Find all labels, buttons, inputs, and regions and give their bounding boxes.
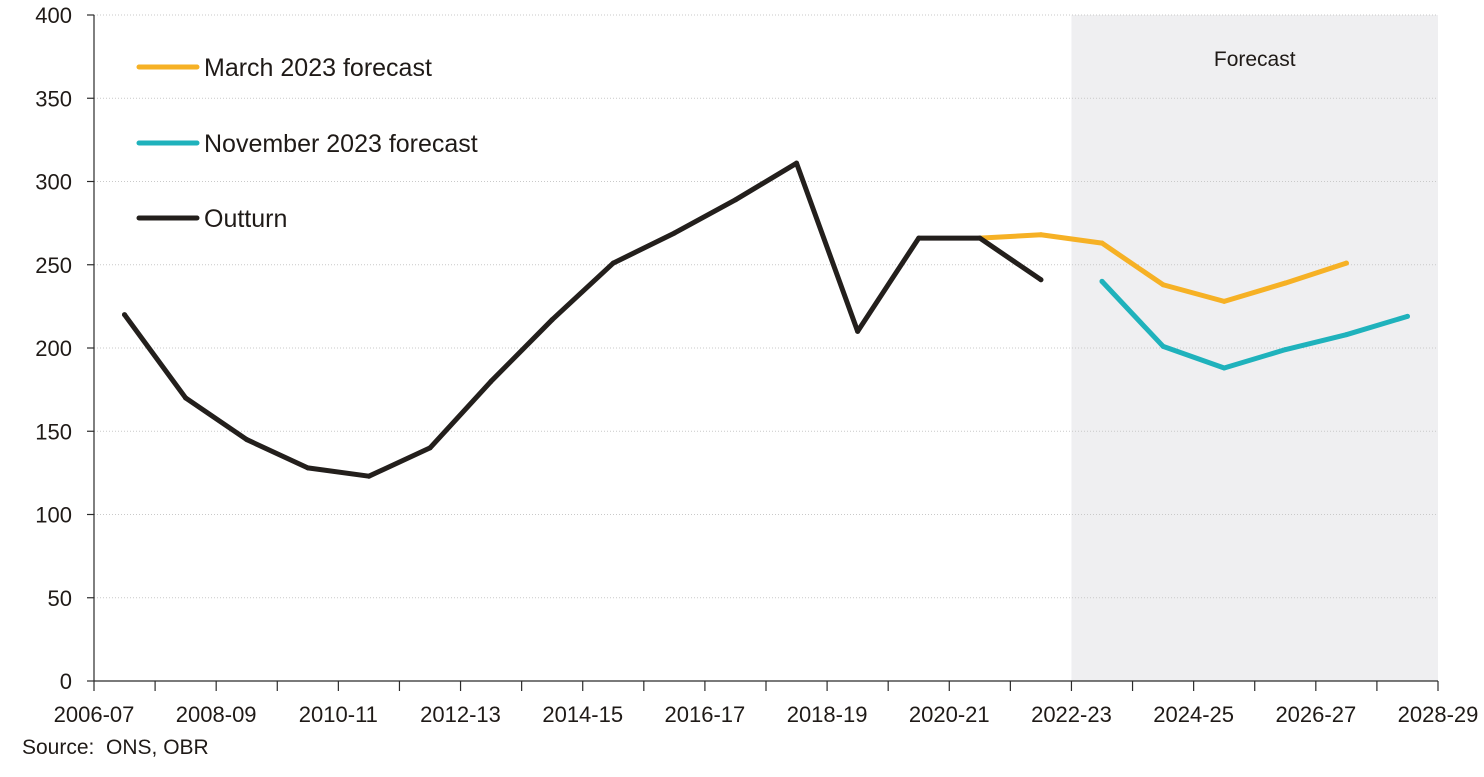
data-point bbox=[305, 465, 311, 471]
source-note: Source: ONS, OBR bbox=[22, 736, 209, 759]
data-point bbox=[855, 328, 861, 334]
data-point bbox=[427, 445, 433, 451]
legend-label: November 2023 forecast bbox=[204, 130, 478, 158]
x-tick-label: 2026-27 bbox=[1275, 702, 1356, 727]
y-tick-label: 0 bbox=[60, 669, 72, 694]
data-point bbox=[366, 473, 372, 479]
data-point bbox=[549, 317, 555, 323]
data-point bbox=[183, 395, 189, 401]
y-tick-label: 300 bbox=[35, 170, 72, 195]
data-point bbox=[977, 235, 983, 241]
y-tick-label: 350 bbox=[35, 86, 72, 111]
x-tick-label: 2014-15 bbox=[542, 702, 623, 727]
x-tick-label: 2012-13 bbox=[420, 702, 501, 727]
y-tick-label: 50 bbox=[48, 586, 72, 611]
y-tick-label: 250 bbox=[35, 253, 72, 278]
data-point bbox=[122, 312, 128, 318]
data-point bbox=[1282, 280, 1288, 286]
y-tick-label: 150 bbox=[35, 419, 72, 444]
data-point bbox=[1038, 277, 1044, 283]
x-tick-label: 2022-23 bbox=[1031, 702, 1112, 727]
data-point bbox=[1160, 343, 1166, 349]
data-point bbox=[1282, 347, 1288, 353]
data-point bbox=[1160, 282, 1166, 288]
data-point bbox=[1038, 232, 1044, 238]
data-point bbox=[732, 197, 738, 203]
x-tick-label: 2018-19 bbox=[787, 702, 868, 727]
x-tick-label: 2024-25 bbox=[1153, 702, 1234, 727]
x-tick-label: 2016-17 bbox=[665, 702, 746, 727]
data-point bbox=[610, 260, 616, 266]
data-point bbox=[794, 160, 800, 166]
series-line-november-2023-forecast bbox=[1099, 278, 1410, 371]
x-tick-label: 2020-21 bbox=[909, 702, 990, 727]
data-point bbox=[1221, 298, 1227, 304]
x-tick-label: 2008-09 bbox=[176, 702, 257, 727]
data-point bbox=[1099, 240, 1105, 246]
data-point bbox=[1099, 278, 1105, 284]
legend-label: Outturn bbox=[204, 205, 287, 233]
x-tick-label: 2006-07 bbox=[54, 702, 135, 727]
series-line-outturn bbox=[122, 160, 1044, 479]
legend-label: March 2023 forecast bbox=[204, 54, 432, 82]
forecast-label: Forecast bbox=[1214, 48, 1296, 71]
data-point bbox=[671, 230, 677, 236]
y-tick-label: 200 bbox=[35, 336, 72, 361]
data-point bbox=[916, 235, 922, 241]
x-tick-label: 2028-29 bbox=[1398, 702, 1479, 727]
data-point bbox=[1404, 313, 1410, 319]
data-point bbox=[244, 437, 250, 443]
x-tick-label: 2010-11 bbox=[299, 702, 378, 727]
data-point bbox=[1343, 260, 1349, 266]
y-tick-label: 100 bbox=[35, 503, 72, 528]
data-point bbox=[488, 378, 494, 384]
data-point bbox=[1221, 365, 1227, 371]
y-tick-label: 400 bbox=[35, 3, 72, 28]
data-point bbox=[1343, 332, 1349, 338]
